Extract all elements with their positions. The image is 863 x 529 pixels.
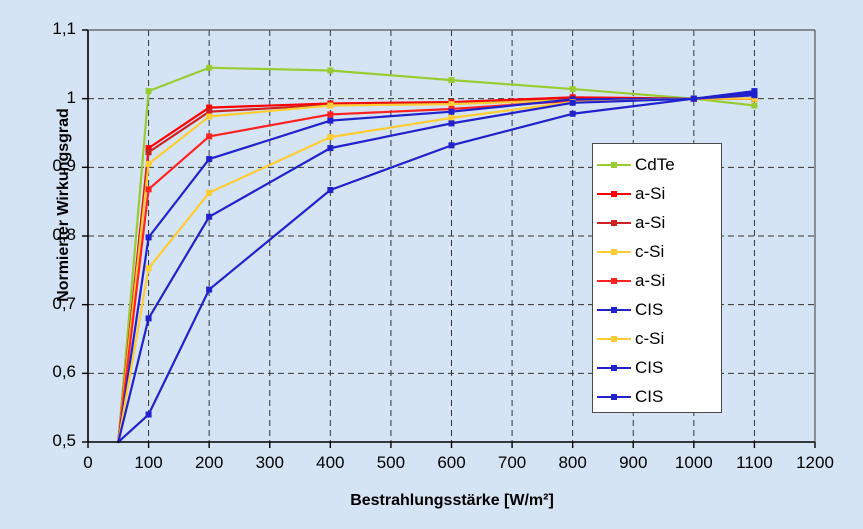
data-point-marker [448, 77, 455, 84]
legend-item-c-si-3[interactable]: c-Si [593, 237, 721, 266]
data-point-marker [145, 186, 152, 193]
x-tick-label: 400 [316, 453, 345, 472]
data-point-marker [327, 117, 334, 124]
data-point-marker [448, 108, 455, 115]
x-axis-title: Bestrahlungsstärke [W/m²] [350, 492, 554, 509]
legend-swatch-icon [597, 187, 631, 201]
data-point-marker [145, 411, 152, 418]
y-tick-label: 0,9 [52, 156, 76, 176]
x-tick-label: 1000 [674, 453, 713, 472]
x-tick-label: 700 [497, 453, 527, 472]
legend-item-c-si-6[interactable]: c-Si [593, 324, 721, 353]
data-point-marker [145, 88, 152, 95]
x-tick-label: 600 [437, 453, 466, 472]
y-tick-label: 1,1 [52, 19, 76, 38]
x-tick-label: 800 [558, 453, 587, 472]
legend-label: CIS [635, 357, 664, 377]
data-point-marker [145, 265, 152, 272]
data-point-marker [327, 102, 334, 109]
y-tick-label: 0,5 [52, 431, 76, 450]
legend-label: CdTe [635, 154, 675, 174]
legend-swatch-icon [597, 216, 631, 230]
data-point-marker [327, 111, 334, 118]
data-point-marker [327, 186, 334, 193]
y-tick-label: 0,8 [52, 225, 76, 244]
data-point-marker [206, 213, 213, 220]
chart-legend: CdTe a-Si a-Si c-Si a-Si CIS c-Si CIS CIS [592, 143, 722, 413]
legend-item-cis-8[interactable]: CIS [593, 382, 721, 411]
data-point-marker [569, 99, 576, 106]
series-line-cis-7 [117, 92, 756, 444]
data-point-marker [690, 95, 697, 102]
legend-item-a-si-1[interactable]: a-Si [593, 179, 721, 208]
legend-swatch-icon [597, 245, 631, 259]
x-tick-label: 300 [255, 453, 284, 472]
legend-swatch-icon [597, 158, 631, 172]
x-tick-label: 900 [619, 453, 648, 472]
legend-item-cis-7[interactable]: CIS [593, 353, 721, 382]
x-tick-label: 0 [83, 453, 93, 472]
x-tick-label: 1100 [736, 453, 773, 472]
data-point-marker [206, 189, 213, 196]
data-point-marker [206, 156, 213, 163]
legend-label: a-Si [635, 212, 666, 232]
legend-label: CIS [635, 386, 664, 406]
x-tick-label: 500 [376, 453, 406, 472]
x-tick-label: 1200 [796, 453, 834, 472]
data-point-marker [206, 133, 213, 140]
data-point-marker [206, 286, 213, 293]
legend-item-a-si-2[interactable]: a-Si [593, 208, 721, 237]
legend-swatch-icon [597, 303, 631, 317]
series-line-cis-8 [117, 94, 756, 444]
legend-label: a-Si [635, 270, 666, 290]
y-tick-label: 0,7 [52, 293, 76, 313]
data-point-marker [448, 142, 455, 149]
x-tick-label: 100 [134, 453, 163, 472]
data-point-marker [206, 113, 213, 120]
data-point-marker [569, 110, 576, 117]
y-tick-label: 0,6 [52, 362, 76, 382]
data-point-marker [145, 315, 152, 322]
data-point-marker [448, 120, 455, 127]
axis-ticks [82, 29, 816, 448]
legend-swatch-icon [597, 390, 631, 404]
data-point-marker [206, 64, 213, 71]
data-point-marker [448, 114, 455, 121]
legend-label: a-Si [635, 183, 666, 203]
data-point-marker [751, 92, 758, 99]
legend-label: c-Si [635, 328, 665, 348]
y-tick-label: 1 [66, 87, 76, 107]
data-point-marker [327, 145, 334, 152]
legend-label: CIS [635, 299, 664, 319]
legend-label: c-Si [635, 241, 665, 261]
data-point-marker [145, 149, 152, 156]
x-tick-label: 200 [194, 453, 224, 472]
data-point-marker [145, 234, 152, 241]
legend-swatch-icon [597, 332, 631, 346]
legend-item-cis-5[interactable]: CIS [593, 295, 721, 324]
data-point-marker [145, 160, 152, 167]
legend-swatch-icon [597, 361, 631, 375]
series-line-cdte-0 [117, 66, 756, 444]
series-group [117, 64, 758, 444]
data-point-marker [569, 86, 576, 93]
data-point-marker [327, 67, 334, 74]
legend-swatch-icon [597, 274, 631, 288]
data-point-marker [327, 134, 334, 141]
legend-item-a-si-4[interactable]: a-Si [593, 266, 721, 295]
legend-item-cdte-0[interactable]: CdTe [593, 150, 721, 179]
data-point-marker [751, 102, 758, 109]
